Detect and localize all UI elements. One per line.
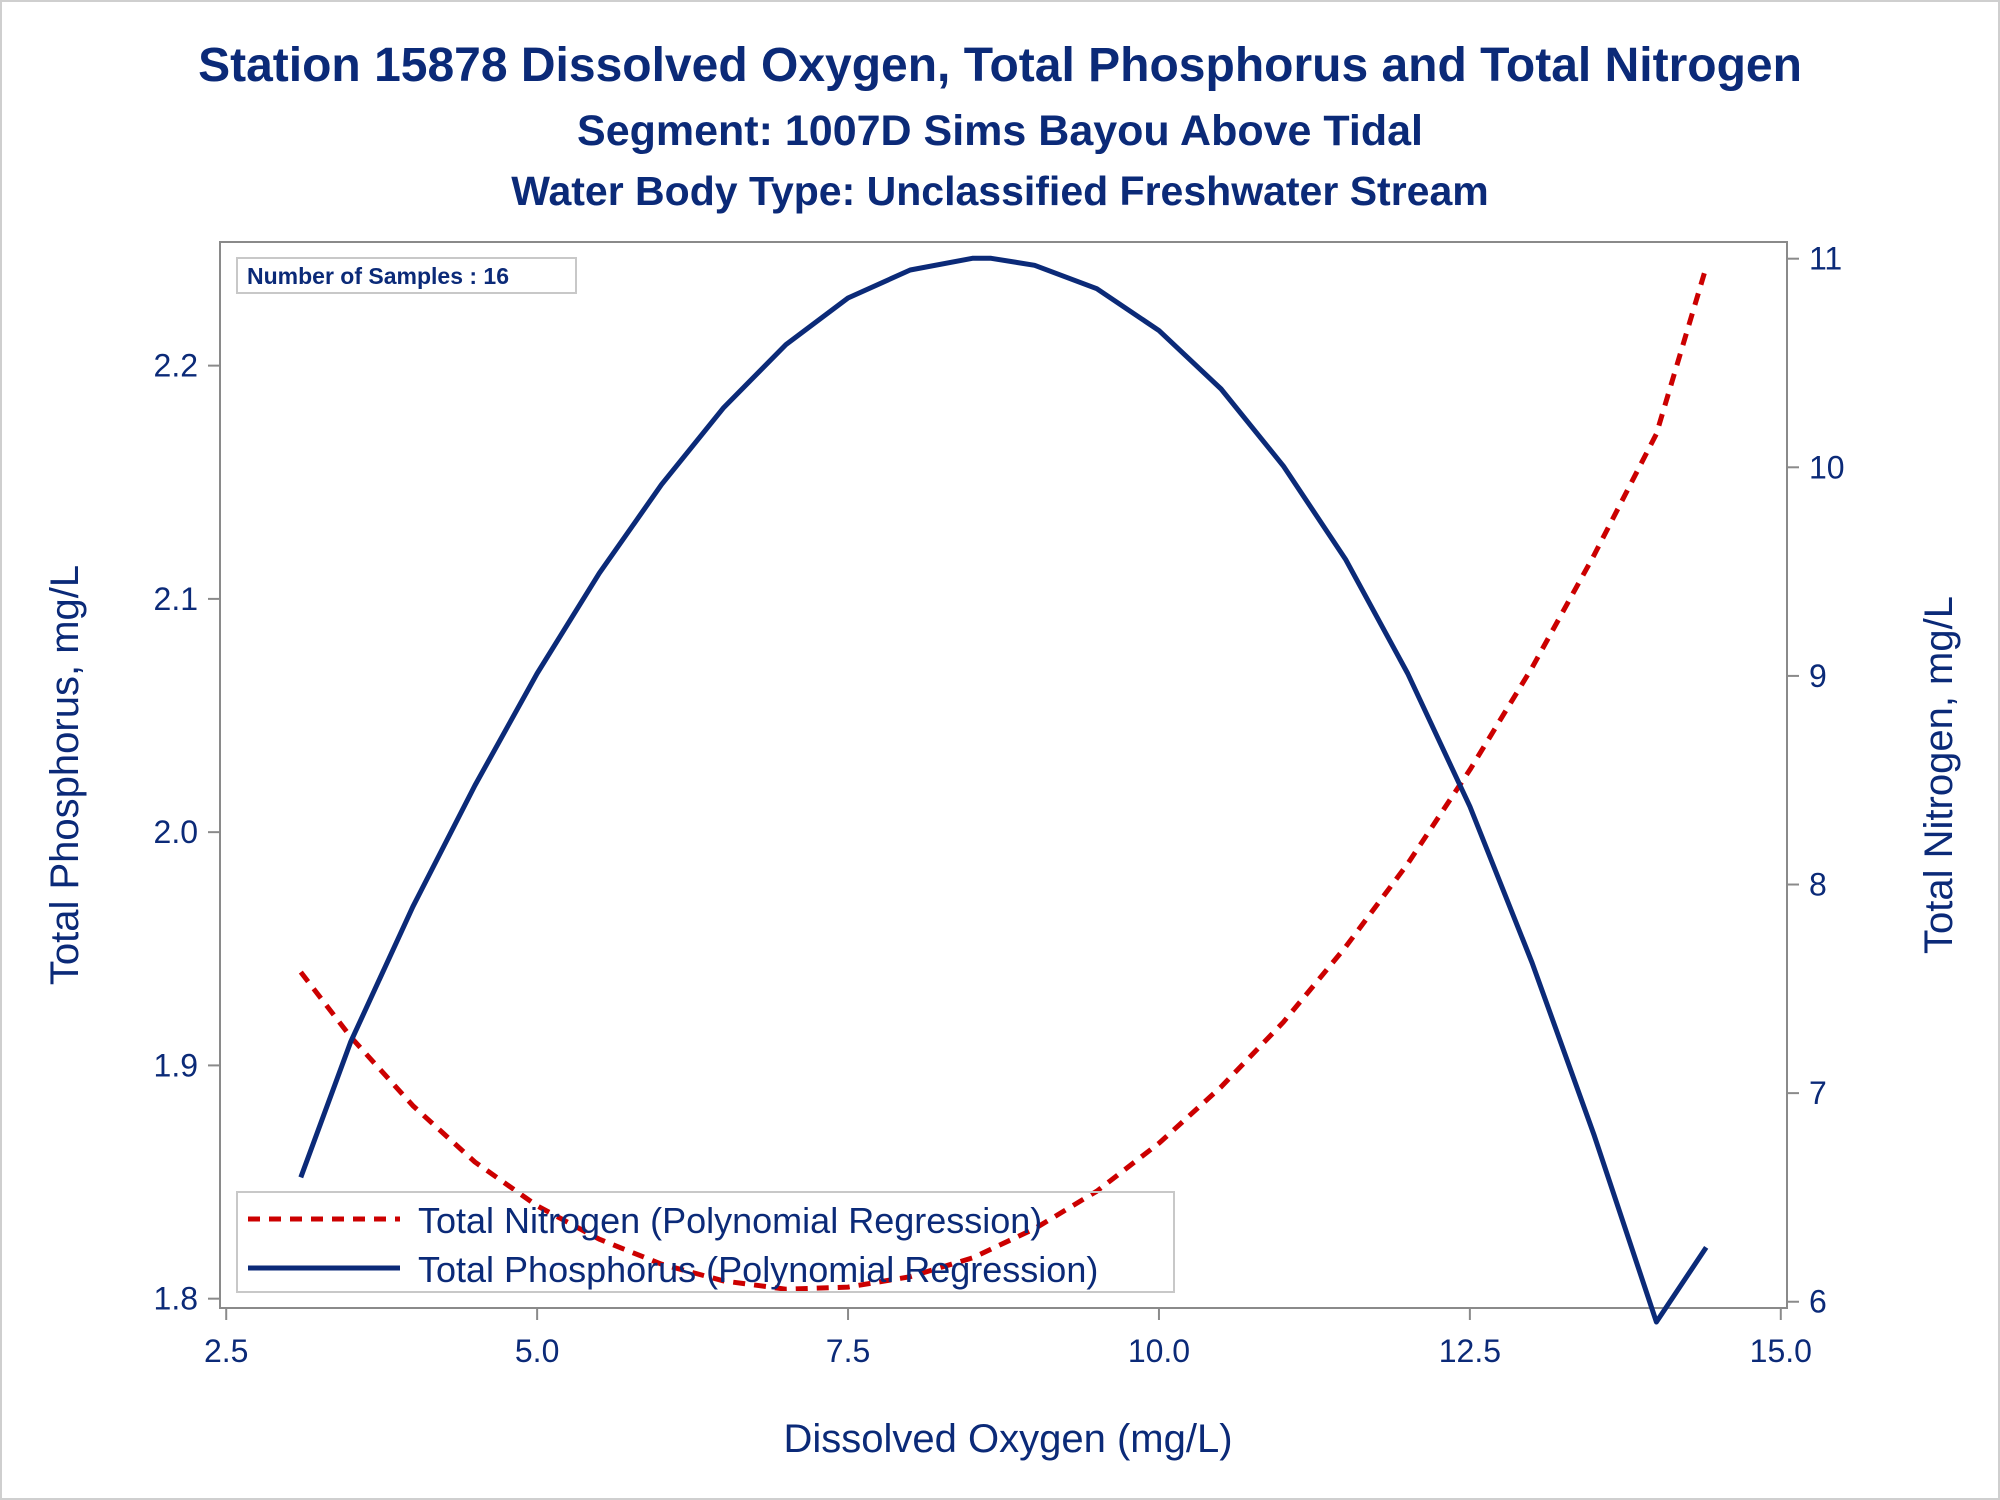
series-total-nitrogen-line — [298, 266, 1709, 1292]
x-tick-label: 7.5 — [826, 1333, 870, 1369]
series-total-phosphorus-line — [298, 255, 1709, 1325]
y-left-tick-label: 1.8 — [154, 1281, 198, 1317]
x-axis-label: Dissolved Oxygen (mg/L) — [783, 1417, 1232, 1461]
series-layer — [298, 255, 1709, 1325]
inset-border — [236, 257, 577, 294]
y-axis-left: 1.8 1.9 2.0 2.1 2.2 — [154, 348, 220, 1317]
y-axis-right: 6 7 8 9 10 11 — [1787, 241, 1845, 1320]
x-tick-label: 12.5 — [1439, 1333, 1501, 1369]
legend-frame — [236, 1191, 1175, 1293]
y-axis-right-label: Total Nitrogen, mg/L — [1917, 596, 1961, 954]
y-right-tick-label: 7 — [1809, 1075, 1827, 1111]
x-tick-label: 10.0 — [1128, 1333, 1190, 1369]
y-left-tick-label: 1.9 — [154, 1047, 198, 1083]
y-right-tick-label: 10 — [1809, 449, 1845, 485]
inset-label: Number of Samples : 16 — [247, 263, 509, 289]
chart-title: Station 15878 Dissolved Oxygen, Total Ph… — [198, 39, 1802, 92]
y-right-tick-label: 9 — [1809, 658, 1827, 694]
chart-subtitle-segment: Segment: 1007D Sims Bayou Above Tidal — [577, 107, 1423, 155]
y-axis-left-label: Total Phosphorus, mg/L — [43, 565, 87, 985]
y-right-tick-label: 8 — [1809, 867, 1827, 903]
y-right-tick-label: 6 — [1809, 1284, 1827, 1320]
inset-box: Number of Samples : 16 — [236, 257, 577, 294]
y-left-tick-label: 2.1 — [154, 581, 198, 617]
y-left-tick-label: 2.2 — [154, 348, 198, 384]
legend-label-nitrogen: Total Nitrogen (Polynomial Regression) — [418, 1200, 1042, 1241]
y-right-tick-label: 11 — [1809, 241, 1842, 277]
y-left-tick-label: 2.0 — [154, 814, 198, 850]
legend: Total Nitrogen (Polynomial Regression) T… — [236, 1191, 1175, 1293]
x-axis: 2.5 5.0 7.5 10.0 12.5 15.0 — [204, 1308, 1812, 1369]
plot-area — [219, 241, 1788, 1309]
x-tick-label: 5.0 — [515, 1333, 559, 1369]
x-tick-label: 2.5 — [204, 1333, 248, 1369]
legend-label-phosphorus: Total Phosphorus (Polynomial Regression) — [418, 1249, 1098, 1290]
chart-subtitle-waterbody: Water Body Type: Unclassified Freshwater… — [511, 168, 1489, 214]
x-tick-label: 15.0 — [1750, 1333, 1812, 1369]
